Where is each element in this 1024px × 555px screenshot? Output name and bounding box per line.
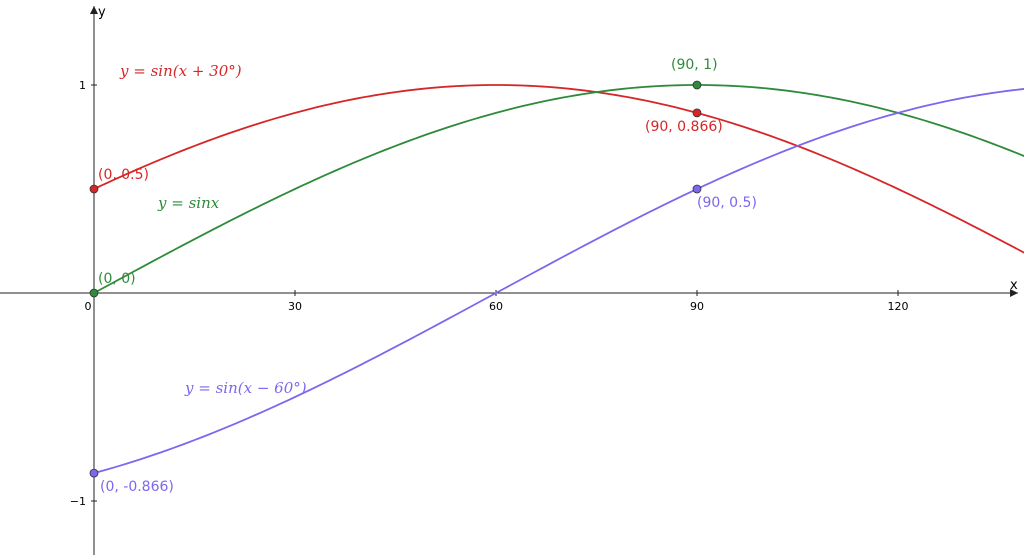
equation-label-sin-x-plus-30: y = sin(x + 30°) (119, 62, 242, 80)
x-axis-label: x (1010, 278, 1018, 293)
x-axis-arrow (1010, 289, 1018, 297)
x-tick-label: 0 (85, 300, 92, 313)
y-axis-label: y (98, 5, 106, 20)
point-label-sin-x-minus-60: (90, 0.5) (697, 195, 757, 211)
point-label-sin-x-plus-30: (0, 0.5) (98, 167, 149, 183)
x-tick-label: 30 (288, 300, 302, 313)
curve-sin-x (93, 84, 1024, 294)
point-sin-x-plus-30 (89, 184, 99, 194)
curve-sin-x-minus-60 (93, 88, 1024, 474)
y-axis-arrow (90, 6, 98, 14)
y-tick-label: 1 (79, 79, 86, 92)
point-sin-x-minus-60 (89, 468, 99, 478)
point-label-sin-x-minus-60: (0, -0.866) (100, 479, 174, 495)
x-tick-label: 90 (690, 300, 704, 313)
equation-label-sin-x: y = sinx (157, 194, 220, 212)
point-label-sin-x: (90, 1) (671, 57, 718, 73)
point-sin-x-plus-30 (692, 108, 702, 118)
x-tick-label: 60 (489, 300, 503, 313)
point-sin-x-minus-60 (692, 184, 702, 194)
curve-sin-x-plus-30 (93, 84, 1024, 254)
point-sin-x (692, 80, 702, 90)
x-tick-label: 120 (888, 300, 909, 313)
point-sin-x (89, 288, 99, 298)
point-label-sin-x-plus-30: (90, 0.866) (645, 119, 723, 135)
equation-label-sin-x-minus-60: y = sin(x − 60°) (184, 379, 307, 397)
y-tick-label: −1 (70, 495, 86, 508)
point-label-sin-x: (0, 0) (98, 271, 136, 287)
